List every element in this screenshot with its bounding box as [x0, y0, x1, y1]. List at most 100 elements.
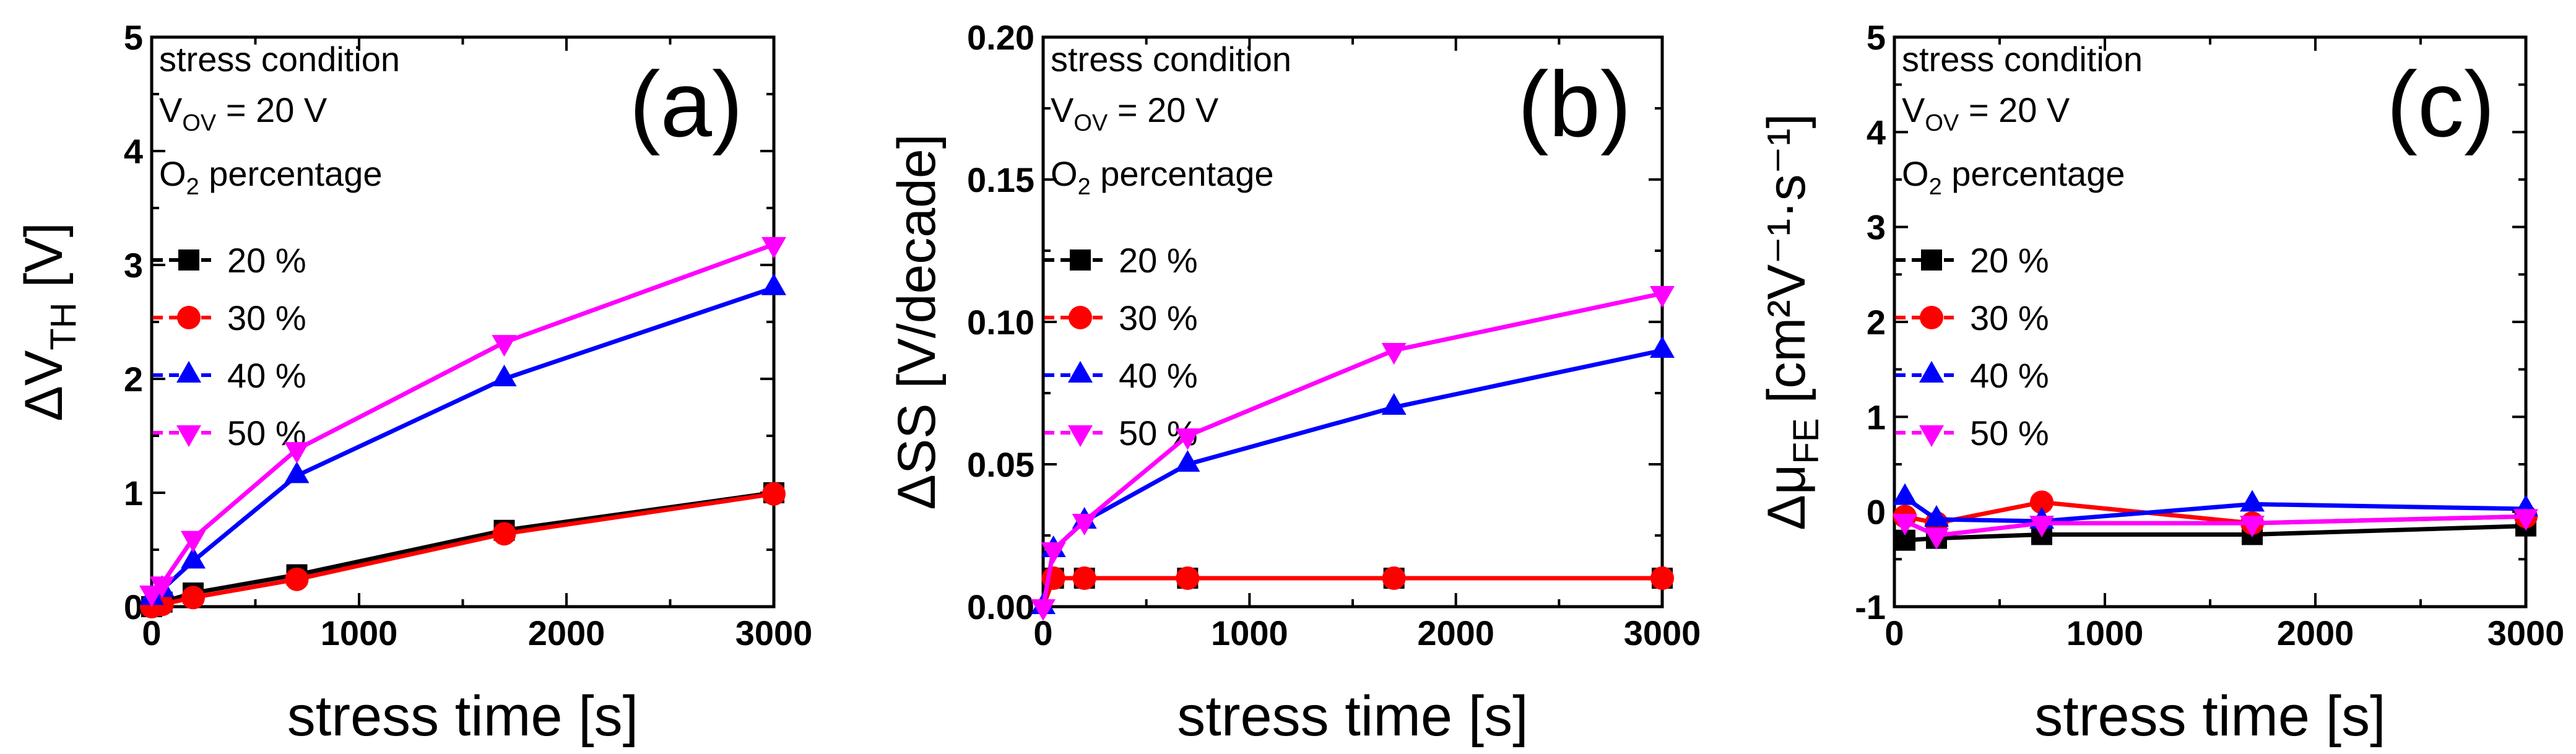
- stress-condition-label: stress condition: [1902, 40, 2143, 79]
- y-tick-label: 5: [1867, 18, 1886, 57]
- legend-marker: [1921, 249, 1942, 271]
- legend-marker: [1068, 425, 1093, 447]
- data-point: [1381, 343, 1407, 365]
- vov-value: = 20 V: [216, 90, 327, 129]
- data-point: [181, 531, 206, 553]
- o2-main: O: [1902, 154, 1929, 193]
- legend-entry: 30 %: [1896, 298, 2049, 337]
- legend-label: 20 %: [227, 241, 306, 280]
- vov-subscript: OV: [1925, 110, 1959, 136]
- stress-condition-label: stress condition: [159, 40, 400, 79]
- x-tick-label: 2000: [528, 613, 605, 652]
- legend-marker: [1919, 361, 1944, 383]
- legend-label: 40 %: [227, 356, 306, 395]
- x-tick-label: 3000: [2487, 613, 2565, 652]
- legend-entry: 40 %: [1044, 356, 1198, 395]
- data-point: [2240, 516, 2265, 538]
- vov-label: VOV = 20 V: [1902, 90, 2070, 136]
- legend-label: 30 %: [1119, 298, 1198, 337]
- legend-marker: [1919, 425, 1944, 447]
- o2-subscript: 2: [186, 174, 199, 200]
- legend-entry: 30 %: [153, 298, 306, 337]
- o2-subscript: 2: [1929, 174, 1942, 200]
- data-point: [1381, 393, 1407, 415]
- series-30-percent: [1041, 566, 1674, 608]
- data-point: [1175, 428, 1200, 450]
- x-tick-label: 2000: [1417, 613, 1494, 652]
- y-tick-label: 0.10: [967, 303, 1034, 342]
- legend-marker: [1920, 306, 1943, 329]
- legend-marker: [176, 425, 201, 447]
- data-point: [2513, 509, 2538, 531]
- data-point: [284, 442, 310, 464]
- y-tick-label: 0.00: [967, 587, 1034, 626]
- series-20-percent: [1041, 568, 1673, 608]
- data-point: [1072, 566, 1096, 590]
- chart-panel-2: 0 1000 2000 30000.000.050.100.150.20stress …: [887, 18, 1701, 748]
- x-tick-label: 3000: [735, 613, 813, 652]
- data-point: [149, 576, 175, 599]
- y-axis-label-main: Δμ: [1757, 464, 1816, 531]
- o2-rest: percentage: [1091, 154, 1274, 193]
- y-tick-label: 1: [124, 474, 143, 513]
- legend-label: 30 %: [227, 298, 306, 337]
- data-point: [761, 273, 786, 295]
- series-50-percent: [1031, 286, 1675, 621]
- vov-label: VOV = 20 V: [1051, 90, 1219, 136]
- data-point: [2240, 490, 2265, 512]
- data-point: [492, 335, 517, 357]
- series-50-percent: [1893, 509, 2538, 550]
- y-tick-label: 3: [124, 246, 143, 285]
- y-axis-label: ΔVTH [V]: [14, 222, 84, 421]
- y-tick-label: 0: [124, 587, 143, 626]
- x-tick-label: 1000: [2066, 613, 2144, 652]
- data-point: [1031, 599, 1056, 621]
- data-point: [1924, 528, 1949, 550]
- legend-entry: 30 %: [1044, 298, 1198, 337]
- legend-marker: [1070, 249, 1091, 271]
- o2-percentage-label: O2 percentage: [159, 154, 382, 200]
- series-line: [151, 492, 774, 609]
- legend-marker: [176, 361, 201, 383]
- data-point: [181, 547, 206, 569]
- data-point: [1072, 514, 1097, 535]
- o2-rest: percentage: [1942, 154, 2125, 193]
- y-tick-label: 0.20: [967, 18, 1034, 57]
- x-tick-label: 2000: [2277, 613, 2354, 652]
- legend-entry: 40 %: [1896, 356, 2049, 395]
- legend-entry: 40 %: [153, 356, 306, 395]
- y-tick-label: 2: [124, 360, 143, 399]
- y-tick-label: 1: [1867, 397, 1886, 436]
- panel-label: (b): [1518, 52, 1631, 156]
- o2-rest: percentage: [199, 154, 383, 193]
- panel-label: (c): [2387, 52, 2495, 156]
- y-tick-label: 0.05: [967, 445, 1034, 484]
- vov-value: = 20 V: [1108, 90, 1219, 129]
- o2-percentage-label: O2 percentage: [1051, 154, 1273, 200]
- y-axis-label-subscript: FE: [1786, 418, 1826, 464]
- x-axis-label: stress time [s]: [2034, 685, 2385, 748]
- data-point: [1176, 566, 1200, 590]
- y-axis-label-unit: [cm²V⁻¹·s⁻¹]: [1757, 113, 1816, 418]
- legend-marker: [177, 306, 201, 329]
- series-50-percent: [139, 236, 786, 607]
- legend-entry: 20 %: [1896, 241, 2049, 280]
- y-axis-label-unit: [V]: [14, 222, 74, 302]
- x-tick-label: 1000: [1211, 613, 1288, 652]
- vov-main: V: [1051, 90, 1074, 129]
- y-axis-label-main: ΔSS [V/decade]: [887, 134, 947, 509]
- legend-label: 50 %: [1970, 414, 2049, 453]
- x-tick-label: 0: [142, 613, 161, 652]
- vov-main: V: [1902, 90, 1925, 129]
- data-point: [285, 567, 309, 591]
- o2-main: O: [1051, 154, 1078, 193]
- data-point: [181, 586, 205, 610]
- legend-entry: 50 %: [153, 414, 306, 453]
- data-point: [1650, 566, 1674, 590]
- stress-condition-label: stress condition: [1051, 40, 1291, 79]
- y-tick-label: 4: [1867, 113, 1886, 152]
- o2-percentage-label: O2 percentage: [1902, 154, 2125, 200]
- data-point: [1382, 566, 1406, 590]
